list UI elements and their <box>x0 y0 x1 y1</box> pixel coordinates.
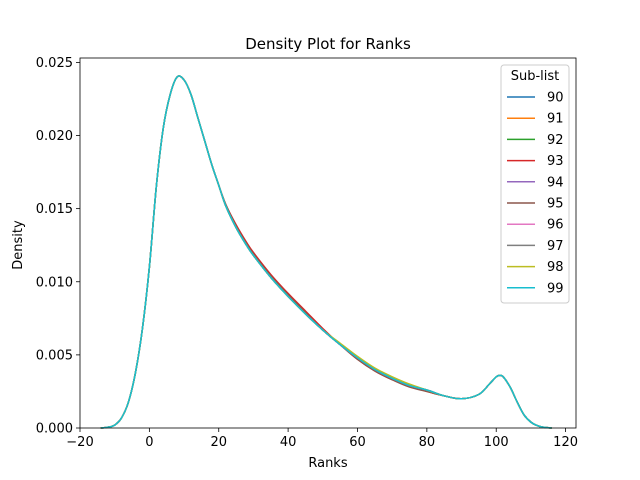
legend-label-94: 94 <box>547 175 564 190</box>
series-line-98 <box>100 75 552 429</box>
x-tick-label: −20 <box>66 435 93 450</box>
x-tick-label: 100 <box>484 435 509 450</box>
y-tick-label: 0.010 <box>36 275 73 290</box>
x-axis-title: Ranks <box>308 456 347 471</box>
chart-title: Density Plot for Ranks <box>245 35 411 53</box>
series-line-96 <box>100 75 552 429</box>
legend-label-96: 96 <box>547 218 564 233</box>
series-line-92 <box>100 75 552 429</box>
y-tick-label: 0.015 <box>36 202 73 217</box>
series-line-94 <box>100 75 552 429</box>
x-tick-label: 120 <box>553 435 578 450</box>
legend-label-91: 91 <box>547 112 564 127</box>
legend: Sub-list 90 91 92 93 94 95 96 97 98 99 <box>500 64 570 304</box>
x-tick-label: 40 <box>280 435 297 450</box>
x-tick-label: 80 <box>419 435 436 450</box>
x-tick-label: 20 <box>210 435 227 450</box>
x-tick-label: 60 <box>349 435 366 450</box>
y-axis: 0.000 0.005 0.010 0.015 0.020 0.025 <box>36 56 80 437</box>
axes-frame <box>79 57 577 429</box>
plot-area <box>79 57 577 429</box>
y-tick-label: 0.020 <box>36 129 73 144</box>
y-axis-title: Density <box>11 220 26 270</box>
legend-label-98: 98 <box>547 260 564 275</box>
y-tick-label: 0.000 <box>36 422 73 437</box>
x-axis: −20 0 20 40 60 80 100 120 <box>66 428 578 450</box>
series-line-91 <box>100 75 552 429</box>
legend-label-90: 90 <box>547 91 564 106</box>
series-line-95 <box>100 75 552 429</box>
series-line-90 <box>100 75 552 429</box>
legend-box <box>500 64 570 304</box>
x-tick-label: 0 <box>145 435 153 450</box>
legend-label-93: 93 <box>547 154 564 169</box>
legend-label-97: 97 <box>547 239 564 254</box>
series-line-97 <box>100 75 552 429</box>
legend-label-99: 99 <box>547 281 564 296</box>
series-line-93 <box>100 75 552 429</box>
y-tick-label: 0.025 <box>36 56 73 71</box>
legend-label-95: 95 <box>547 197 564 212</box>
series-line-99 <box>100 75 552 429</box>
legend-title: Sub-list <box>511 69 560 84</box>
y-tick-label: 0.005 <box>36 348 73 363</box>
legend-label-92: 92 <box>547 133 564 148</box>
